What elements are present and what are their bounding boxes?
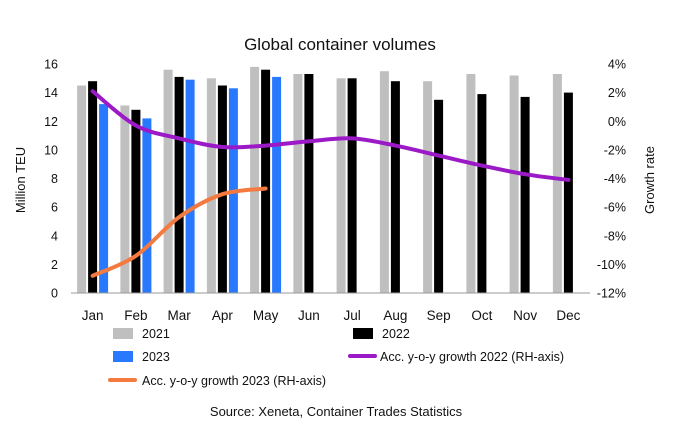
bar-2022-oct (477, 94, 487, 293)
bars-layer (77, 66, 573, 294)
x-tick-label: Jun (298, 308, 320, 323)
chart-title: Global container volumes (244, 35, 436, 54)
x-tick-label: Nov (513, 308, 537, 323)
bar-2022-apr (217, 85, 227, 293)
bar-2022-mar (174, 76, 184, 294)
legend-swatch-2022 (353, 328, 373, 339)
bar-2023-feb (142, 118, 152, 294)
bar-2022-jun (304, 74, 314, 293)
x-tick-label: Oct (471, 308, 492, 323)
source-note: Source: Xeneta, Container Trades Statist… (210, 404, 463, 419)
plot-area (71, 66, 590, 294)
bar-2022-may (261, 69, 271, 293)
bar-2021-aug (379, 71, 389, 293)
y2-tick-label: -8% (604, 229, 626, 243)
y2-tick-label: 2% (608, 86, 626, 100)
x-tick-label: May (253, 308, 279, 323)
legend-item-2022: 2022 (353, 327, 410, 341)
bar-2021-jun (293, 74, 303, 293)
y-axis-right-label: Growth rate (642, 146, 657, 214)
bar-2021-jan (77, 85, 87, 293)
bar-2022-nov (520, 96, 530, 294)
bar-2022-feb (131, 109, 141, 293)
legend-swatch-2021 (113, 328, 133, 339)
x-tick-label: Apr (212, 308, 234, 323)
y-tick-label: 0 (51, 287, 58, 301)
bar-2022-jul (347, 78, 357, 293)
x-axis-ticks: Jan Feb Mar Apr May Jun Jul Aug Sep Oct Nov Dec (82, 308, 581, 323)
line-growth-2023 (90, 186, 268, 278)
lines-layer (90, 89, 571, 278)
bar-2021-apr (206, 78, 216, 293)
legend-item-growth-2023: Acc. y-o-y growth 2023 (RH-axis) (108, 374, 326, 388)
legend-label-2023: 2023 (142, 350, 170, 364)
y-tick-label: 14 (44, 86, 58, 100)
y-tick-label: 10 (44, 143, 58, 157)
y-tick-label: 8 (51, 172, 58, 186)
legend-swatch-2023 (113, 351, 133, 362)
x-tick-label: Sep (427, 308, 451, 323)
legend: 2021 2022 2023 Acc. y-o-y growth 2022 (R… (108, 327, 564, 388)
y-tick-label: 16 (44, 58, 58, 72)
y2-tick-label: -2% (604, 143, 626, 157)
y2-tick-label: 4% (608, 58, 626, 72)
y-tick-label: 12 (44, 115, 58, 129)
y2-tick-label: -12% (597, 287, 626, 301)
bar-2021-jul (336, 78, 346, 293)
x-tick-label: Aug (383, 308, 407, 323)
legend-item-2023: 2023 (113, 350, 170, 364)
bar-2021-may (250, 66, 260, 294)
legend-item-2021: 2021 (113, 327, 170, 341)
bar-2021-nov (509, 75, 519, 293)
line-growth-2022 (90, 89, 571, 182)
bar-2022-sep (434, 99, 444, 293)
bar-2022-dec (563, 92, 573, 293)
bar-2021-oct (466, 74, 476, 293)
x-tick-label: Jan (82, 308, 104, 323)
x-tick-label: Feb (124, 308, 147, 323)
y-tick-label: 2 (51, 258, 58, 272)
bar-2023-may (272, 76, 282, 294)
y-axis-left-ticks: 0 2 4 6 8 10 12 14 16 (44, 58, 58, 301)
y-tick-label: 6 (51, 201, 58, 215)
bar-2021-sep (423, 81, 433, 293)
bar-2021-dec (552, 74, 562, 293)
legend-label-2021: 2021 (142, 327, 170, 341)
y-axis-left-label: Million TEU (13, 147, 28, 213)
bar-2022-jan (88, 81, 98, 293)
bar-2023-jan (99, 104, 109, 293)
x-tick-label: Dec (556, 308, 580, 323)
legend-label-2022: 2022 (382, 327, 410, 341)
y2-tick-label: -4% (604, 172, 626, 186)
x-tick-label: Mar (167, 308, 191, 323)
y2-tick-label: 0% (608, 115, 626, 129)
bar-2022-aug (390, 81, 400, 293)
y2-tick-label: -10% (597, 258, 626, 272)
x-tick-label: Jul (343, 308, 360, 323)
bar-2023-mar (185, 79, 195, 293)
y-tick-label: 4 (51, 229, 58, 243)
y-axis-right-ticks: -12% -10% -8% -6% -4% -2% 0% 2% 4% (597, 58, 626, 301)
bar-2021-mar (163, 69, 173, 293)
legend-label-growth-2022: Acc. y-o-y growth 2022 (RH-axis) (380, 350, 564, 364)
legend-label-growth-2023: Acc. y-o-y growth 2023 (RH-axis) (142, 374, 326, 388)
y2-tick-label: -6% (604, 201, 626, 215)
legend-item-growth-2022: Acc. y-o-y growth 2022 (RH-axis) (348, 350, 564, 364)
bar-2021-feb (120, 105, 130, 293)
